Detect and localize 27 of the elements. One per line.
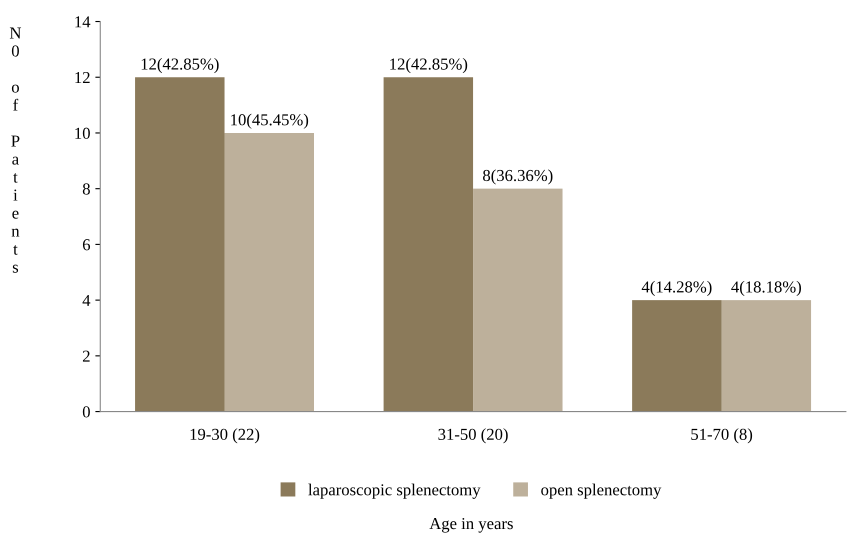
bar <box>632 300 722 412</box>
legend-label: open splenectomy <box>541 484 662 499</box>
x-tick-label: 51-70 (8) <box>691 428 752 444</box>
data-label: 12(42.85%) <box>390 58 468 74</box>
data-label: 10(45.45%) <box>231 114 308 129</box>
x-axis-title: Age in years <box>429 518 513 533</box>
y-tick-label: 10 <box>75 128 90 139</box>
y-tick-label: 4 <box>82 294 90 306</box>
y-tick-label: 6 <box>82 239 90 250</box>
x-tick-label: 19-30 (22) <box>190 428 260 444</box>
y-tick-label: 14 <box>75 16 90 28</box>
data-label: 4(18.18%) <box>731 280 802 296</box>
data-label: 12(42.85%) <box>142 58 219 74</box>
data-label: 4(14.28%) <box>642 280 712 296</box>
legend-label: laparoscopic splenectomy <box>308 484 481 499</box>
bar <box>473 188 563 412</box>
y-tick-label: 2 <box>82 350 90 362</box>
y-tick-label: 0 <box>82 406 90 418</box>
bar <box>224 132 314 412</box>
data-label: 8(36.36%) <box>483 169 552 185</box>
text: N0 of Patients <box>10 28 22 273</box>
bar <box>135 77 225 412</box>
y-tick-label: 8 <box>82 183 90 195</box>
bar <box>384 77 474 412</box>
y-tick-label: 12 <box>75 72 90 84</box>
bar <box>722 300 812 412</box>
x-tick-label: 31-50 (20) <box>438 428 508 444</box>
